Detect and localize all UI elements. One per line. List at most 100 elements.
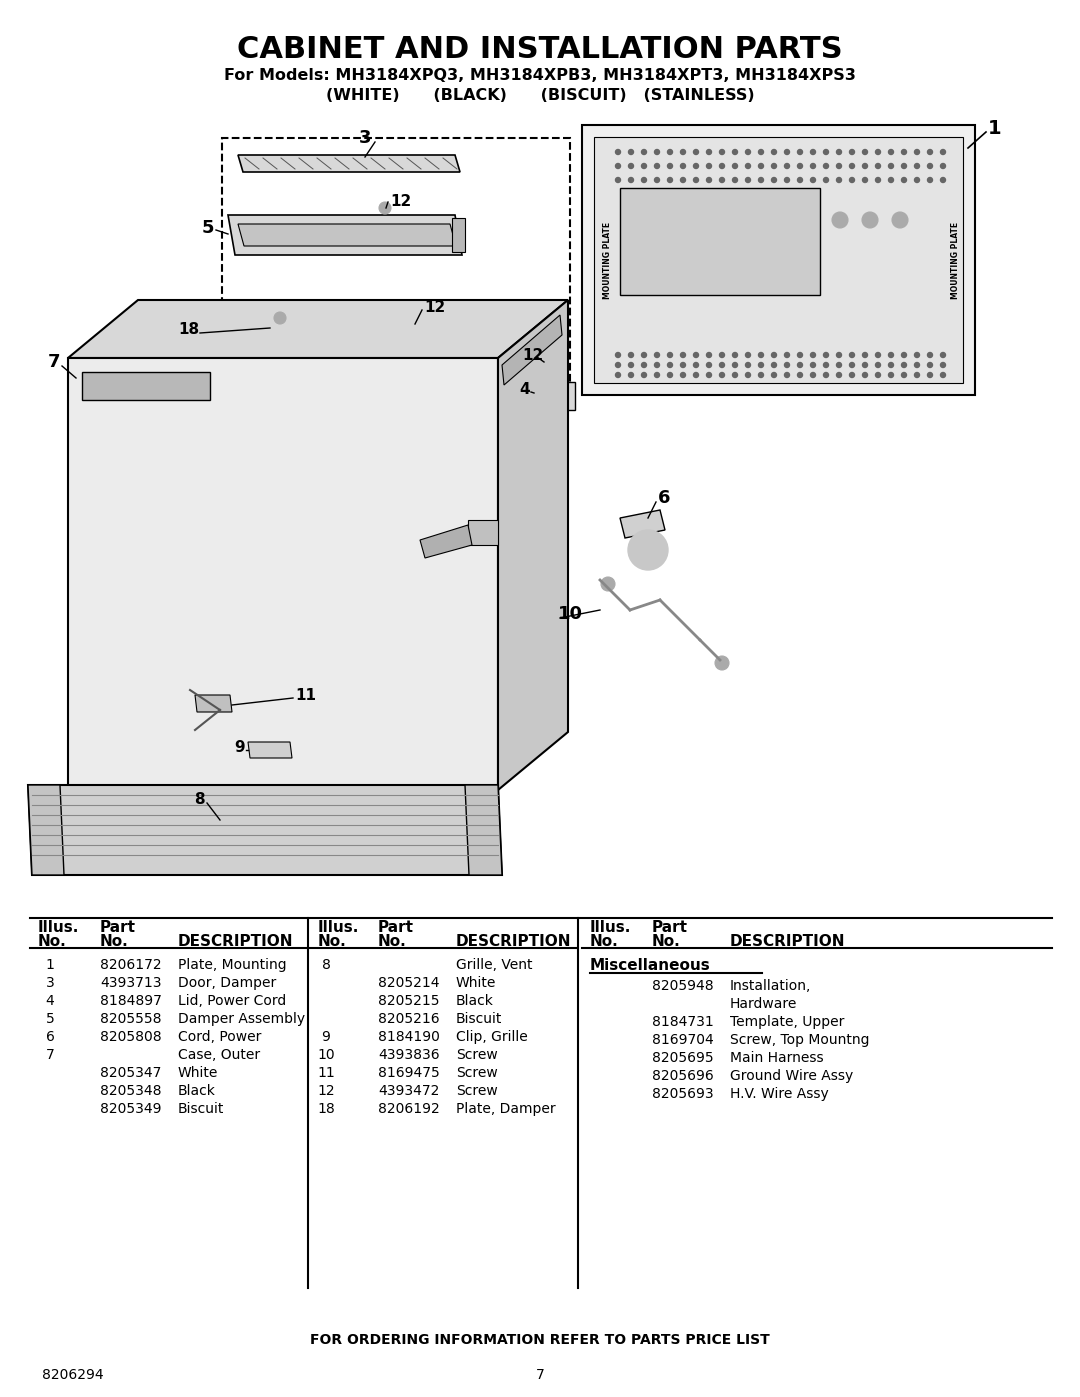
Circle shape (810, 362, 815, 367)
Text: 4393472: 4393472 (378, 1084, 440, 1098)
Text: 7: 7 (536, 1368, 544, 1382)
Text: 8205558: 8205558 (100, 1011, 162, 1025)
Circle shape (837, 177, 841, 183)
Circle shape (784, 352, 789, 358)
Circle shape (797, 163, 802, 169)
Text: 18: 18 (178, 323, 199, 338)
Circle shape (642, 373, 647, 377)
Bar (222, 138, 570, 398)
Circle shape (915, 163, 919, 169)
Circle shape (889, 177, 893, 183)
Text: 8: 8 (194, 792, 205, 807)
Text: H.V. Wire Assy: H.V. Wire Assy (730, 1087, 828, 1101)
Circle shape (915, 177, 919, 183)
Text: 5: 5 (45, 1011, 54, 1025)
Circle shape (892, 212, 908, 228)
Text: 5: 5 (202, 219, 214, 237)
Circle shape (784, 373, 789, 377)
Circle shape (629, 362, 634, 367)
Text: 10: 10 (318, 1048, 335, 1062)
Text: 8184897: 8184897 (100, 995, 162, 1009)
Polygon shape (620, 510, 665, 538)
Text: 12: 12 (390, 194, 411, 210)
Circle shape (837, 362, 841, 367)
Circle shape (889, 163, 893, 169)
Text: 1: 1 (45, 958, 54, 972)
Text: Door, Damper: Door, Damper (178, 977, 276, 990)
Circle shape (680, 362, 686, 367)
Text: 12: 12 (318, 1084, 335, 1098)
Text: No.: No. (100, 933, 129, 949)
Circle shape (797, 177, 802, 183)
Text: 11: 11 (318, 1066, 335, 1080)
Circle shape (629, 373, 634, 377)
Circle shape (745, 163, 751, 169)
Circle shape (719, 177, 725, 183)
Text: 8169704: 8169704 (652, 1032, 714, 1046)
Circle shape (629, 352, 634, 358)
Text: 8206294: 8206294 (42, 1368, 104, 1382)
Circle shape (832, 212, 848, 228)
Circle shape (876, 163, 880, 169)
Circle shape (629, 149, 634, 155)
Text: DESCRIPTION: DESCRIPTION (456, 933, 571, 949)
Circle shape (797, 149, 802, 155)
Circle shape (758, 352, 764, 358)
Circle shape (680, 149, 686, 155)
Text: Screw: Screw (456, 1066, 498, 1080)
Circle shape (915, 362, 919, 367)
Circle shape (824, 352, 828, 358)
Circle shape (654, 352, 660, 358)
Text: Plate, Mounting: Plate, Mounting (178, 958, 286, 972)
Circle shape (379, 203, 391, 214)
Circle shape (941, 177, 945, 183)
Circle shape (810, 373, 815, 377)
Circle shape (784, 362, 789, 367)
Circle shape (941, 352, 945, 358)
Circle shape (745, 362, 751, 367)
Circle shape (889, 149, 893, 155)
Circle shape (693, 149, 699, 155)
Text: 8205215: 8205215 (378, 995, 440, 1009)
Polygon shape (228, 215, 462, 256)
Polygon shape (195, 694, 232, 712)
Circle shape (693, 177, 699, 183)
Circle shape (654, 163, 660, 169)
Circle shape (941, 362, 945, 367)
Circle shape (693, 362, 699, 367)
Circle shape (667, 373, 673, 377)
Text: Biscuit: Biscuit (456, 1011, 502, 1025)
Circle shape (616, 352, 621, 358)
Circle shape (876, 373, 880, 377)
Circle shape (654, 373, 660, 377)
Polygon shape (238, 224, 456, 246)
Text: Template, Upper: Template, Upper (730, 1016, 845, 1030)
Circle shape (706, 177, 712, 183)
Circle shape (824, 373, 828, 377)
Text: 8205349: 8205349 (100, 1102, 162, 1116)
Circle shape (863, 373, 867, 377)
Circle shape (915, 149, 919, 155)
Circle shape (941, 163, 945, 169)
Circle shape (291, 326, 299, 332)
Circle shape (941, 373, 945, 377)
Circle shape (706, 163, 712, 169)
Circle shape (732, 163, 738, 169)
Text: DESCRIPTION: DESCRIPTION (178, 933, 294, 949)
Circle shape (693, 352, 699, 358)
Text: (WHITE)      (BLACK)      (BISCUIT)   (STAINLESS): (WHITE) (BLACK) (BISCUIT) (STAINLESS) (326, 88, 754, 103)
Circle shape (850, 149, 854, 155)
Text: 8205696: 8205696 (652, 1069, 714, 1083)
Circle shape (758, 362, 764, 367)
Circle shape (629, 163, 634, 169)
Circle shape (642, 362, 647, 367)
Polygon shape (272, 319, 435, 339)
Circle shape (771, 362, 777, 367)
Circle shape (642, 352, 647, 358)
Circle shape (797, 362, 802, 367)
Circle shape (915, 352, 919, 358)
Circle shape (837, 373, 841, 377)
Circle shape (863, 149, 867, 155)
Circle shape (642, 163, 647, 169)
Polygon shape (594, 137, 963, 383)
